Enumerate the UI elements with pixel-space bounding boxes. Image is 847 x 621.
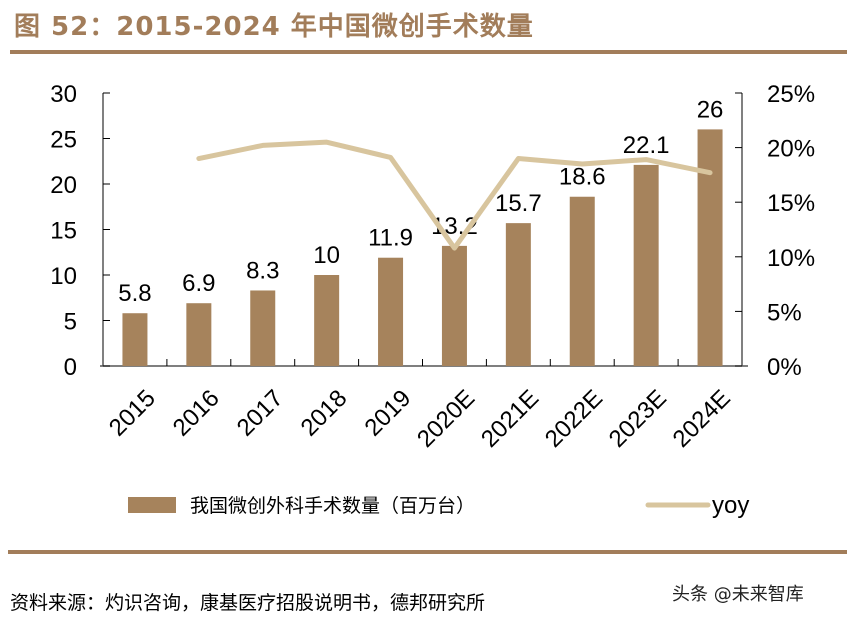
x-tick-label-2021E: 2021E xyxy=(476,385,544,453)
right-y-tick-label: 5% xyxy=(767,299,802,326)
bar-label-2021E: 15.7 xyxy=(495,190,542,217)
bar-label-2016: 6.9 xyxy=(182,270,215,297)
bar-label-2015: 5.8 xyxy=(118,280,151,307)
footer-divider xyxy=(8,550,847,554)
bar-2017 xyxy=(250,290,276,366)
x-tick-labels: 2015 2016 2017 2018 20192020E2021E2022E2023E… xyxy=(104,385,736,453)
bar-2021E xyxy=(505,223,531,366)
title-divider xyxy=(10,50,847,54)
right-y-tick-label: 15% xyxy=(767,190,815,217)
left-y-tick-label: 15 xyxy=(50,218,77,245)
bar-2019 xyxy=(378,257,404,366)
x-tick-label-2018: 2018 xyxy=(296,385,353,442)
x-tick-label-2017: 2017 xyxy=(232,385,289,442)
legend-bar-swatch xyxy=(128,497,176,513)
bar-label-2023E: 22.1 xyxy=(623,132,670,159)
left-y-tick-label: 20 xyxy=(50,172,77,199)
bar-label-2018: 10 xyxy=(313,242,340,269)
bar-2020E xyxy=(441,245,467,366)
bar-series xyxy=(122,129,723,366)
right-y-tick-label: 10% xyxy=(767,245,815,272)
x-tick-label-2016: 2016 xyxy=(168,385,225,442)
legend: 我国微创外科手术数量（百万台） yoy xyxy=(128,492,749,519)
right-y-tick-label: 25% xyxy=(767,81,815,108)
legend-line-label: yoy xyxy=(712,492,749,519)
bar-label-2022E: 18.6 xyxy=(559,164,606,191)
source-note: 资料来源：灼识咨询，康基医疗招股说明书，德邦研究所 xyxy=(10,592,486,614)
left-y-tick-label: 10 xyxy=(50,263,77,290)
bar-2022E xyxy=(569,196,595,366)
bar-label-2017: 8.3 xyxy=(246,257,279,284)
right-y-tick-label: 0% xyxy=(767,354,802,381)
left-y-tick-label: 5 xyxy=(64,309,77,336)
x-tick-label-2019: 2019 xyxy=(360,385,417,442)
left-y-tick-label: 30 xyxy=(50,81,77,108)
left-y-tick-labels: 0 5 10 15 20 25 30 xyxy=(50,81,77,381)
bar-2023E xyxy=(633,164,659,366)
bar-label-2024E: 26 xyxy=(697,96,724,123)
bar-2016 xyxy=(186,303,212,366)
bar-2018 xyxy=(314,275,340,366)
yoy-line-series xyxy=(196,139,713,251)
bar-2015 xyxy=(122,313,148,366)
bar-2024E xyxy=(697,129,723,366)
x-tick-label-2022E: 2022E xyxy=(540,385,608,453)
right-y-tick-label: 20% xyxy=(767,136,815,163)
left-y-tick-label: 0 xyxy=(64,354,77,381)
figure-title: 图 52：2015-2024 年中国微创手术数量 xyxy=(14,12,534,42)
right-y-tick-labels: 0% 5% 10% 15% 20% 25% xyxy=(767,81,815,381)
x-tick-label-2024E: 2024E xyxy=(668,385,736,453)
legend-bar-label: 我国微创外科手术数量（百万台） xyxy=(190,495,475,517)
bar-label-2019: 11.9 xyxy=(368,225,413,252)
x-tick-label-2020E: 2020E xyxy=(412,385,480,453)
watermark: 头条 @未来智库 xyxy=(672,584,804,605)
x-tick-label-2015: 2015 xyxy=(104,385,161,442)
x-tick-label-2023E: 2023E xyxy=(604,385,672,453)
left-y-tick-label: 25 xyxy=(50,127,77,154)
